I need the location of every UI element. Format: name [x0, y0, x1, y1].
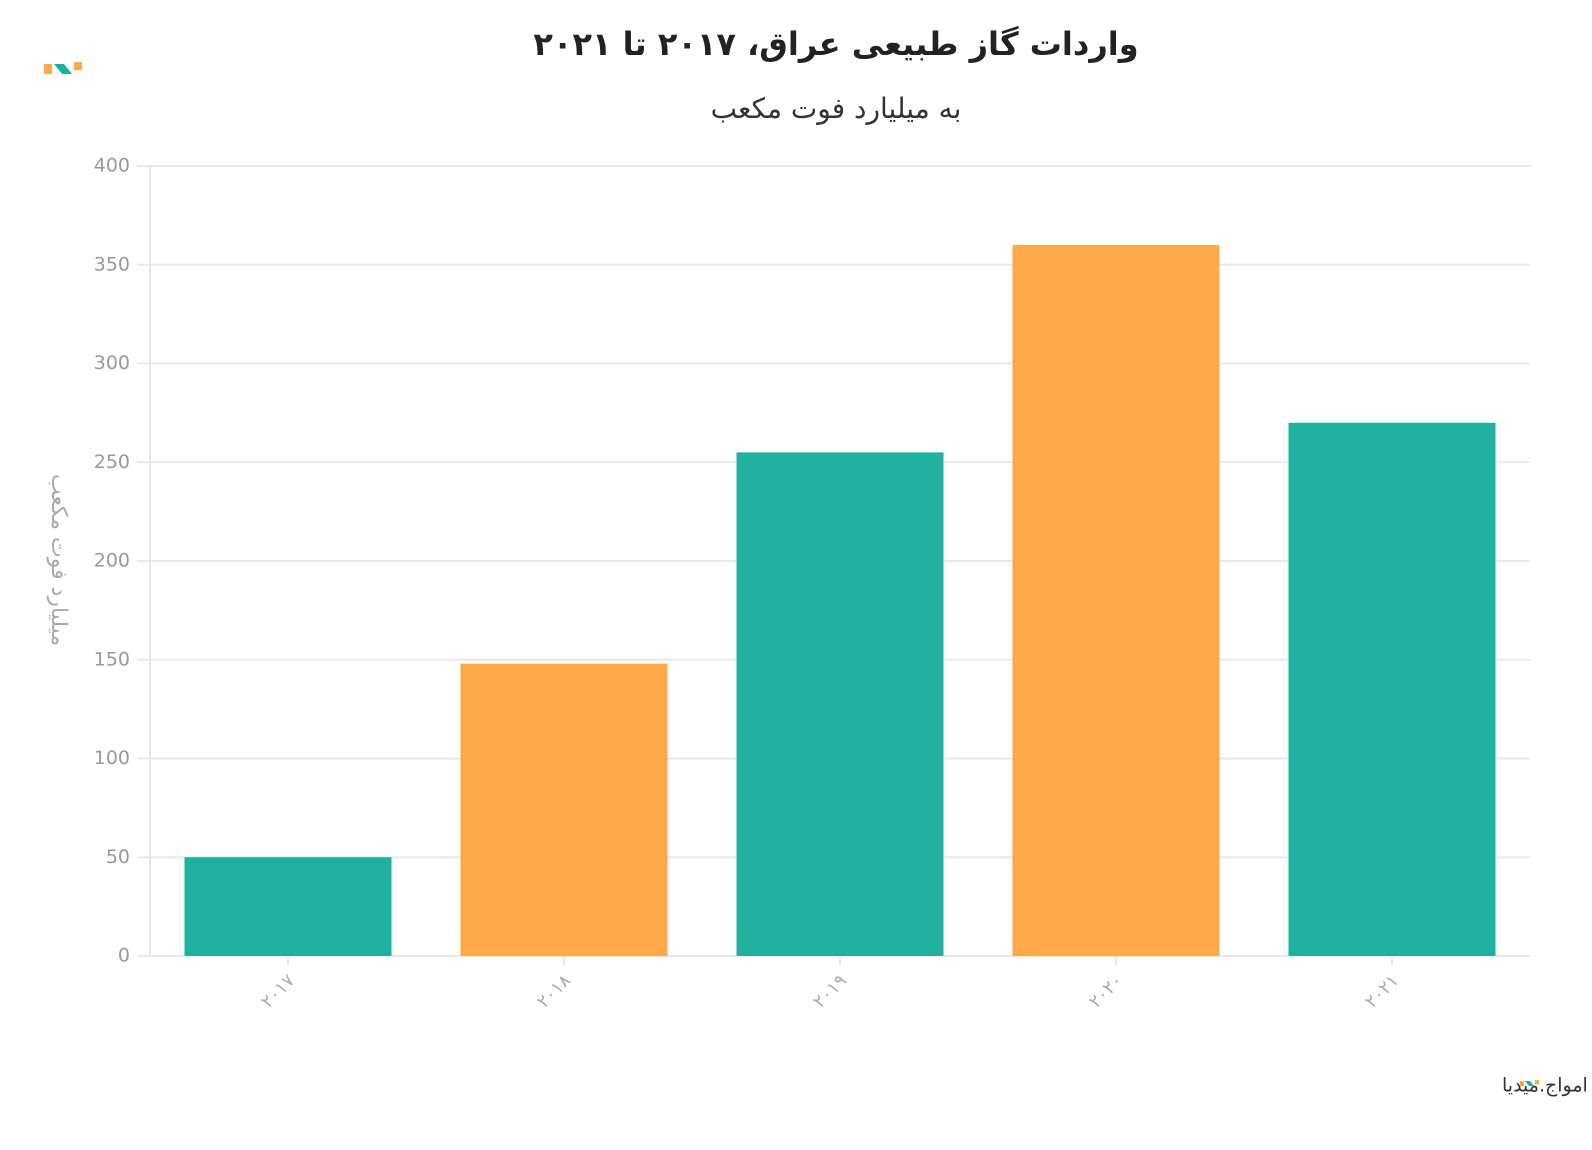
y-tick-label: 400 — [94, 155, 130, 177]
x-tick-label: ۲۰۱۷ — [257, 970, 299, 1012]
y-tick-label: 300 — [94, 352, 130, 374]
x-tick-label: ۲۰۱۹ — [809, 970, 851, 1012]
y-tick-label: 200 — [94, 550, 130, 572]
y-tick-label: 350 — [94, 253, 130, 275]
y-tick-label: 250 — [94, 451, 130, 473]
bar — [1012, 245, 1220, 956]
source-note: منبع: اداره‌ی اطلاعات انرژی آمریکا • تول… — [1502, 1073, 1592, 1097]
x-tick-label: ۲۰۲۱ — [1361, 970, 1403, 1012]
bar — [1288, 422, 1496, 956]
bar — [184, 857, 392, 956]
y-tick-label: 100 — [94, 747, 130, 769]
x-tick-label: ۲۰۲۰ — [1085, 970, 1127, 1012]
bar — [460, 663, 668, 956]
y-tick-label: 150 — [94, 648, 130, 670]
y-axis-label: میلیارد فوت مکعب — [46, 474, 71, 646]
y-tick-label: 0 — [118, 945, 130, 967]
chart-subtitle: به میلیارد فوت مکعب — [711, 92, 962, 125]
bar — [736, 452, 944, 956]
x-tick-label: ۲۰۱۸ — [533, 970, 575, 1012]
y-tick-label: 50 — [106, 846, 130, 868]
chart-title: واردات گاز طبیعی عراق، ۲۰۱۷ تا ۲۰۲۱ — [533, 25, 1138, 63]
logo — [44, 62, 1539, 1086]
